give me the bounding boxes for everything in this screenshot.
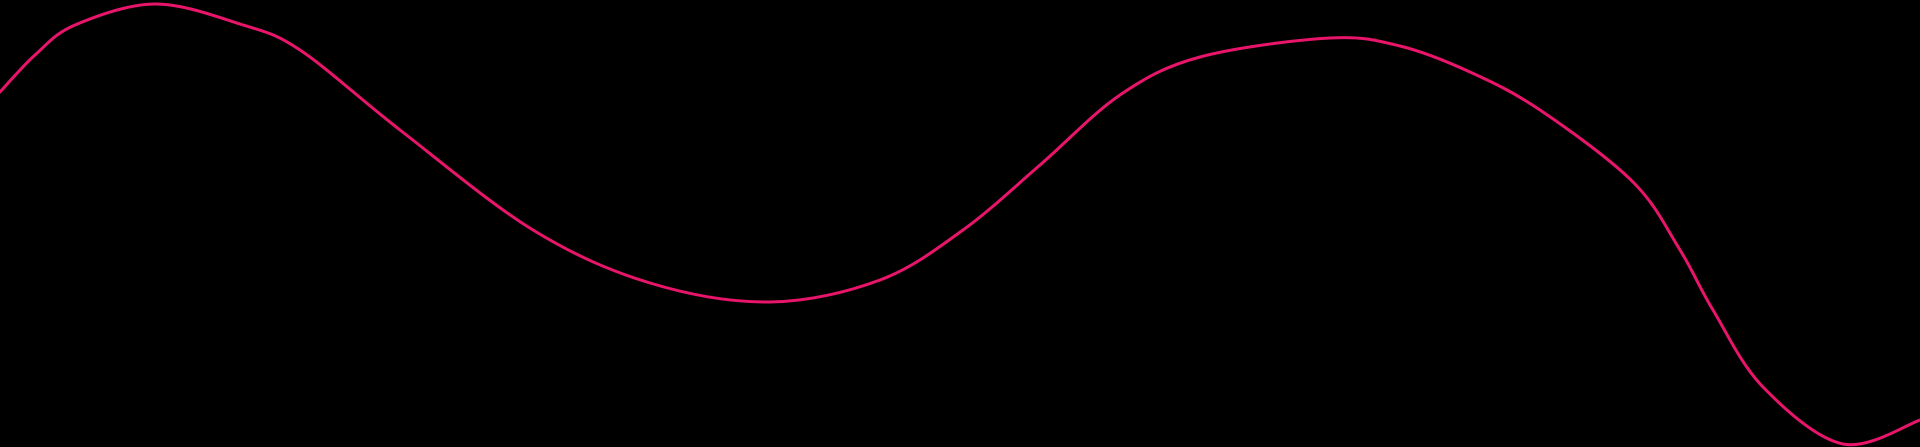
chart-background (0, 0, 1920, 447)
chart-canvas (0, 0, 1920, 447)
wave-chart-svg (0, 0, 1920, 447)
wave-line (0, 2, 1920, 447)
